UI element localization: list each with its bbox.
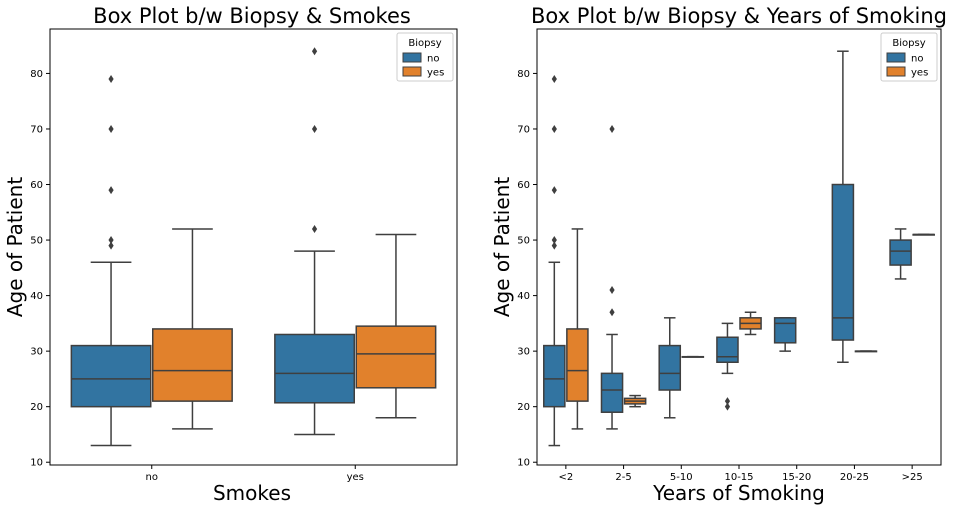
outlier-point	[609, 308, 615, 317]
y-tick-label: 30	[30, 347, 43, 358]
outlier-point	[609, 124, 615, 133]
box-iqr	[716, 336, 739, 363]
chart-biopsy-smokes: Box Plot b/w Biopsy & Smokes Smokes Age …	[3, 4, 458, 505]
box-2-5-no	[600, 124, 624, 430]
box-iqr	[658, 344, 682, 391]
y-tick-label: 20	[30, 402, 43, 413]
legend-title: Biopsy	[892, 38, 925, 49]
box-iqr	[70, 344, 152, 408]
legend-label-yes: yes	[427, 68, 444, 79]
outlier-point	[108, 236, 114, 245]
x-tick-label: no	[146, 472, 158, 483]
box-no-yes	[152, 228, 233, 430]
outlier-point	[551, 186, 557, 195]
box-2-5-yes	[623, 394, 647, 408]
y-tick-label: 30	[517, 347, 530, 358]
x-axis-label: Smokes	[213, 481, 291, 505]
y-tick-label: 40	[517, 291, 530, 302]
y-tick-label: 10	[517, 458, 530, 469]
x-tick-label: >25	[902, 472, 923, 483]
box-20-25-yes	[854, 350, 878, 353]
chart-title: Box Plot b/w Biopsy & Years of Smoking	[531, 4, 947, 28]
y-tick-label: 10	[30, 458, 43, 469]
legend-title: Biopsy	[408, 38, 441, 49]
box-iqr	[889, 239, 912, 266]
box-yes-yes	[355, 233, 437, 419]
y-axis-label: Age of Patient	[490, 177, 514, 317]
legend-label-no: no	[911, 54, 923, 65]
outlier-point	[108, 124, 114, 133]
x-tick-label: 15-20	[782, 472, 811, 483]
box-iqr	[543, 344, 566, 408]
box-iqr	[831, 183, 855, 341]
x-tick-label: 5-10	[670, 472, 693, 483]
outlier-point	[724, 397, 731, 406]
y-tick-label: 80	[517, 69, 530, 80]
box-15-20-no	[773, 317, 797, 352]
box-<2-no	[543, 74, 566, 447]
box->25-no	[889, 228, 912, 280]
box-iqr	[566, 328, 589, 402]
y-tick-label: 50	[30, 236, 43, 247]
y-tick-label: 60	[30, 180, 43, 191]
box-iqr	[274, 333, 356, 404]
chart-title: Box Plot b/w Biopsy & Smokes	[93, 4, 411, 28]
legend-swatch-no	[402, 52, 422, 63]
legend-swatch-yes	[886, 66, 906, 77]
legend: Biopsy no yes	[396, 32, 454, 82]
box-10-15-yes	[739, 311, 762, 336]
legend-swatch-yes	[402, 66, 422, 77]
box-iqr	[355, 325, 437, 389]
outlier-point	[311, 47, 318, 56]
y-tick-label: 20	[517, 402, 530, 413]
x-axis-label: Years of Smoking	[652, 481, 825, 505]
outlier-point	[551, 236, 557, 245]
outlier-point	[551, 241, 557, 250]
x-tick-label: <2	[558, 472, 573, 483]
box-5-10-no	[658, 317, 682, 419]
legend-label-no: no	[427, 54, 439, 65]
box-yes-no	[274, 47, 356, 436]
x-tick-label: yes	[347, 472, 364, 483]
y-tick-label: 60	[517, 180, 530, 191]
y-tick-label: 70	[30, 124, 43, 135]
outlier-point	[551, 124, 557, 133]
y-axis-label: Age of Patient	[3, 177, 27, 317]
box-10-15-no	[716, 322, 739, 411]
plot-frame	[536, 28, 942, 466]
x-tick-label: 20-25	[840, 472, 869, 483]
y-tick-label: 70	[517, 124, 530, 135]
legend: Biopsy no yes	[880, 32, 938, 82]
outlier-point	[108, 74, 114, 83]
plot-frame	[49, 28, 458, 466]
y-tick-label: 80	[30, 69, 43, 80]
legend-label-yes: yes	[911, 68, 928, 79]
outlier-point	[551, 74, 557, 83]
x-tick-label: 10-15	[724, 472, 753, 483]
box-20-25-no	[831, 50, 855, 363]
outlier-point	[311, 224, 318, 233]
x-tick-label: 2-5	[615, 472, 631, 483]
legend-swatch-no	[886, 52, 906, 63]
box-5-10-yes	[681, 355, 705, 358]
box-<2-yes	[566, 228, 589, 430]
box-iqr	[600, 372, 624, 413]
outlier-point	[108, 241, 114, 250]
outlier-point	[609, 286, 615, 295]
chart-biopsy-years-smoking: Box Plot b/w Biopsy & Years of Smoking Y…	[490, 4, 947, 505]
outlier-point	[108, 186, 114, 195]
box-no-no	[70, 74, 152, 447]
outlier-point	[724, 402, 731, 411]
y-tick-label: 50	[517, 236, 530, 247]
box-iqr	[773, 317, 797, 344]
box->25-yes	[912, 233, 935, 236]
box-iqr	[152, 328, 233, 402]
y-tick-label: 40	[30, 291, 43, 302]
outlier-point	[311, 124, 318, 133]
